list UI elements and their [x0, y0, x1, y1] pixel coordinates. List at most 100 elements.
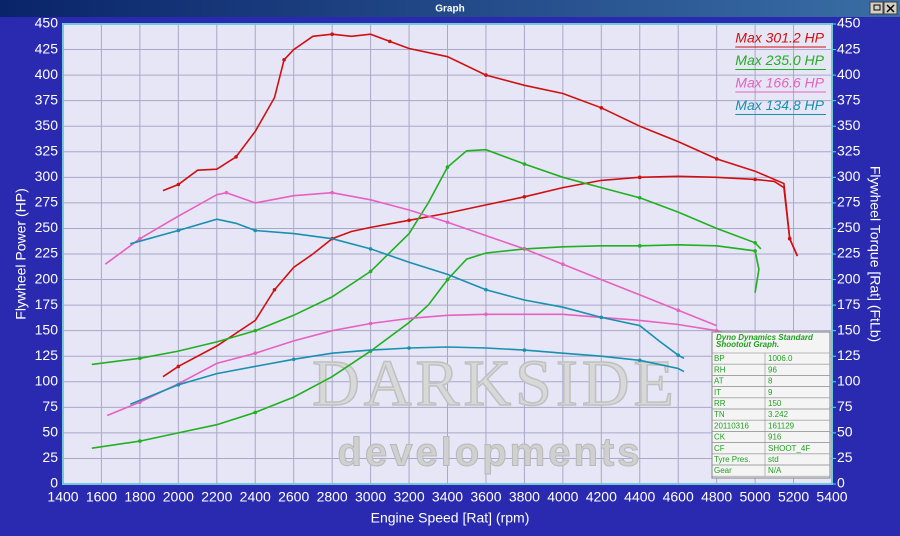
- info-table-cell: 9: [768, 388, 773, 397]
- info-table-cell: N/A: [768, 466, 782, 475]
- data-point: [561, 262, 565, 267]
- data-point: [445, 277, 450, 282]
- data-point: [368, 269, 373, 274]
- data-point: [637, 175, 642, 180]
- y2-tick-label: 150: [837, 321, 861, 337]
- x-tick-label: 5200: [778, 489, 809, 505]
- x-tick-label: 2600: [278, 489, 309, 505]
- x-tick-label: 3000: [355, 489, 386, 505]
- data-point: [176, 228, 181, 233]
- y-tick-label: 75: [42, 398, 58, 414]
- data-point: [599, 106, 604, 110]
- data-point: [445, 165, 450, 169]
- data-point: [176, 182, 181, 187]
- y2-axis-title: Flywheel Torque [Rat] (FtLb): [867, 166, 883, 342]
- data-point: [484, 73, 488, 77]
- y-tick-label: 425: [35, 40, 59, 56]
- info-table-cell: 8: [768, 377, 773, 386]
- y-tick-label: 150: [35, 321, 59, 337]
- y2-tick-label: 275: [837, 194, 861, 210]
- x-tick-label: 4200: [586, 489, 617, 505]
- y-tick-label: 250: [35, 219, 59, 235]
- y-tick-label: 300: [35, 168, 59, 184]
- info-table-row: [711, 464, 831, 477]
- data-point: [253, 328, 258, 333]
- x-tick-label: 1800: [124, 489, 155, 505]
- x-tick-label: 5400: [816, 489, 847, 505]
- data-point: [637, 244, 642, 248]
- info-table-cell: RR: [714, 399, 726, 408]
- x-tick-label: 4400: [624, 489, 655, 505]
- data-point: [138, 439, 142, 443]
- watermark-subtitle: developments: [338, 431, 643, 475]
- x-tick-label: 3200: [393, 489, 424, 505]
- data-point: [282, 57, 286, 62]
- data-point: [599, 315, 604, 320]
- info-table-cell: std: [768, 455, 779, 464]
- data-point: [330, 190, 334, 195]
- data-point: [637, 358, 642, 363]
- info-table-cell: SHOOT_4F: [768, 444, 810, 453]
- y-axis-title: Flywheel Power (HP): [13, 188, 29, 319]
- y2-tick-label: 250: [837, 219, 861, 235]
- info-table-cell: AT: [714, 377, 724, 386]
- y-tick-label: 400: [35, 66, 59, 82]
- y2-tick-label: 375: [837, 91, 861, 107]
- data-point: [676, 308, 680, 313]
- title-bar: [0, 0, 900, 17]
- data-point: [753, 177, 757, 182]
- data-point: [637, 195, 642, 200]
- info-table-cell: IT: [714, 388, 721, 397]
- data-point: [138, 236, 142, 241]
- data-point: [753, 249, 757, 253]
- x-tick-label: 2200: [201, 489, 232, 505]
- x-tick-label: 5000: [740, 489, 771, 505]
- window-title: Graph: [435, 4, 464, 15]
- close-icon: [886, 4, 895, 13]
- watermark: DARKSIDE developments: [311, 346, 674, 475]
- data-point: [753, 240, 757, 245]
- x-tick-label: 3600: [470, 489, 501, 505]
- data-point: [176, 364, 181, 369]
- torque-line: [104, 191, 717, 327]
- y-tick-label: 325: [35, 142, 59, 158]
- info-table-cell: 20110316: [714, 421, 750, 430]
- y-tick-label: 25: [42, 449, 58, 465]
- data-point: [176, 383, 181, 387]
- data-point: [253, 351, 258, 355]
- data-point: [407, 346, 411, 350]
- legend: Max 301.2 HP Max 235.0 HP Max 166.6 HP Max …: [735, 30, 826, 115]
- window-buttons[interactable]: [869, 1, 898, 15]
- y-tick-label: 450: [35, 15, 59, 31]
- y-tick-label: 100: [35, 372, 59, 388]
- x-tick-label: 3800: [509, 489, 540, 505]
- y2-tick-label: 50: [837, 424, 853, 440]
- y-tick-label: 225: [35, 245, 59, 261]
- data-point: [522, 194, 527, 199]
- y2-tick-label: 400: [837, 66, 861, 82]
- data-point: [291, 357, 296, 362]
- y2-tick-label: 0: [837, 475, 845, 491]
- data-point: [676, 353, 680, 358]
- power-line: [129, 346, 685, 406]
- info-table-title: Dyno Dynamics Standard: [716, 333, 814, 342]
- data-point: [484, 287, 488, 292]
- y2-tick-label: 325: [837, 142, 861, 158]
- restore-button[interactable]: [869, 1, 884, 15]
- info-table-cell: CF: [714, 444, 725, 453]
- x-tick-label: 4600: [663, 489, 694, 505]
- data-point: [484, 312, 488, 317]
- x-tick-label: 1600: [86, 489, 117, 505]
- data-point: [522, 348, 527, 352]
- y-tick-label: 0: [50, 475, 58, 491]
- power-line: [91, 243, 760, 449]
- restore-icon: [873, 4, 881, 11]
- data-point: [234, 155, 238, 159]
- x-tick-label: 4800: [701, 489, 732, 505]
- x-tick-label: 4000: [547, 489, 578, 505]
- y2-tick-label: 425: [837, 40, 861, 56]
- data-point: [224, 190, 229, 195]
- y2-tick-label: 175: [837, 296, 861, 312]
